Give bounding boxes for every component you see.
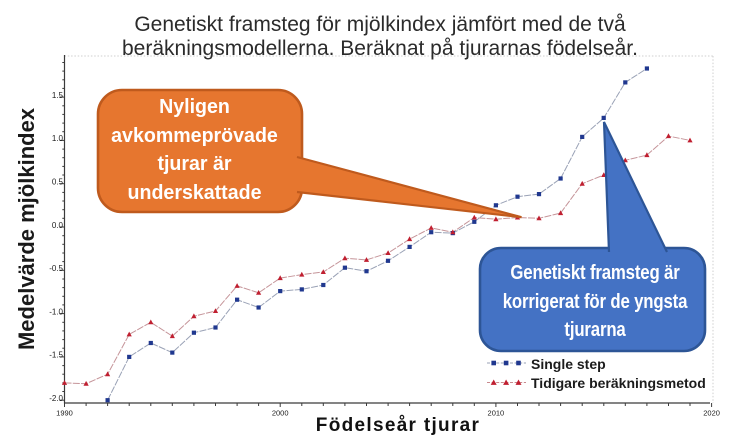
- svg-text:1.5: 1.5: [52, 91, 64, 100]
- svg-text:-0.5: -0.5: [49, 264, 63, 273]
- svg-text:0.0: 0.0: [52, 221, 64, 230]
- svg-text:1990: 1990: [56, 409, 73, 418]
- svg-text:1.0: 1.0: [52, 134, 64, 143]
- svg-text:2000: 2000: [272, 409, 289, 418]
- svg-text:0.5: 0.5: [52, 178, 64, 187]
- svg-text:2010: 2010: [488, 409, 505, 418]
- svg-text:-2.0: -2.0: [49, 394, 63, 403]
- svg-text:2020: 2020: [703, 409, 720, 418]
- svg-text:-1.0: -1.0: [49, 307, 63, 316]
- svg-text:-1.5: -1.5: [49, 351, 63, 360]
